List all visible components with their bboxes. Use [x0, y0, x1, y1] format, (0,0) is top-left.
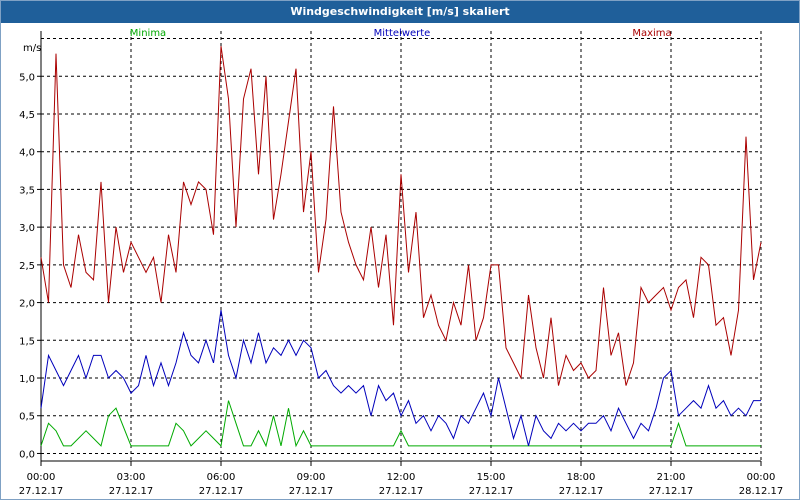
- series-minima: [40, 400, 761, 448]
- y-tick-label: 4,5: [19, 110, 35, 121]
- y-tick-label: 2,5: [19, 261, 35, 272]
- x-tick-date: 27.12.17: [19, 486, 64, 497]
- x-tick-time: 00:00: [27, 472, 56, 483]
- x-tick-date: 27.12.17: [199, 486, 244, 497]
- axes: [37, 31, 762, 466]
- y-tick-label: 3,5: [19, 185, 35, 196]
- legend: Minima Mittelwerte Maxima: [130, 28, 672, 39]
- x-tick-time: 09:00: [297, 472, 326, 483]
- y-tick-label: 3,0: [19, 223, 35, 234]
- x-tick-date: 27.12.17: [379, 486, 424, 497]
- x-tick-time: 12:00: [387, 472, 416, 483]
- x-tick-time: 18:00: [567, 472, 596, 483]
- legend-mittelwerte: Mittelwerte: [374, 28, 431, 39]
- y-tick-label: 0,5: [19, 412, 35, 423]
- x-tick-time: 06:00: [207, 472, 236, 483]
- y-tick-label: 2,0: [19, 299, 35, 310]
- series-maxima: [40, 46, 762, 386]
- x-tick-date: 27.12.17: [469, 486, 514, 497]
- x-tick-time: 21:00: [657, 472, 686, 483]
- y-tick-label: 1,0: [19, 374, 35, 385]
- y-tick-label: 5,0: [19, 72, 35, 83]
- grid: [40, 31, 762, 461]
- legend-maxima: Maxima: [632, 28, 671, 39]
- x-tick-time: 03:00: [117, 472, 146, 483]
- x-tick-date: 27.12.17: [109, 486, 154, 497]
- x-tick-date: 28.12.17: [739, 486, 784, 497]
- y-axis-label: m/s: [23, 43, 41, 54]
- x-tick-time: 15:00: [477, 472, 506, 483]
- tick-labels: 0,0 0,5 1,0 1,5 2,0 2,5 3,0 3,5 4,0 4,5 5,0 00:00 27…: [19, 43, 784, 497]
- y-tick-label: 1,5: [19, 336, 35, 347]
- legend-minima: Minima: [130, 28, 166, 39]
- series-mittelwerte: [40, 310, 761, 447]
- x-tick-date: 27.12.17: [289, 486, 334, 497]
- y-tick-label: 4,0: [19, 148, 35, 159]
- x-tick-date: 27.12.17: [559, 486, 604, 497]
- x-tick-date: 27.12.17: [649, 486, 694, 497]
- window-title: Windgeschwindigkeit [m/s] skaliert: [1, 1, 799, 23]
- y-tick-label: 0,0: [19, 449, 35, 460]
- series-lines: [40, 46, 762, 448]
- x-tick-time: 00:00: [747, 472, 776, 483]
